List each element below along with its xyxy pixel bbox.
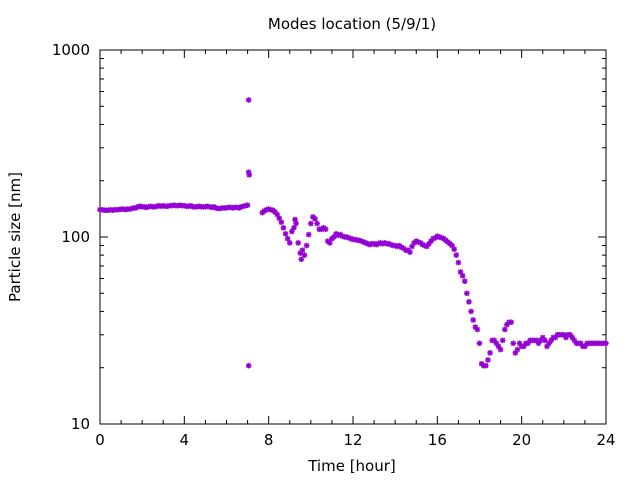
data-point	[476, 340, 483, 347]
data-point	[246, 172, 253, 178]
x-axis-label: Time [hour]	[307, 457, 396, 475]
data-point	[244, 202, 251, 208]
data-point	[485, 357, 491, 363]
data-point	[284, 235, 291, 242]
data-point	[514, 346, 521, 353]
data-point	[245, 97, 252, 103]
data-point	[497, 346, 504, 353]
data-point	[301, 252, 308, 258]
x-tick-label: 8	[264, 431, 274, 449]
data-point	[451, 246, 457, 253]
data-point	[298, 256, 305, 263]
x-tick-label: 12	[343, 431, 362, 449]
data-point	[314, 220, 320, 227]
data-points	[97, 97, 609, 369]
data-point	[453, 252, 460, 258]
data-point	[499, 337, 506, 344]
x-tick-label: 16	[428, 431, 447, 449]
data-point	[293, 220, 299, 227]
data-point	[295, 240, 301, 246]
x-tick-label: 4	[180, 431, 190, 449]
y-tick-label: 1000	[52, 41, 90, 59]
data-point	[455, 259, 462, 266]
data-point	[487, 350, 493, 356]
data-point	[495, 343, 502, 350]
data-point	[461, 278, 468, 285]
data-point	[286, 240, 293, 246]
data-point	[502, 326, 508, 333]
x-axis: 0 4 8 12 16 20 24	[95, 50, 616, 449]
data-point	[466, 299, 472, 305]
data-point	[299, 247, 306, 253]
data-point	[278, 219, 285, 225]
data-point	[548, 337, 554, 344]
data-point	[474, 326, 481, 333]
data-point	[282, 231, 289, 237]
x-tick-label: 0	[95, 431, 105, 449]
data-point	[308, 220, 314, 227]
data-point	[510, 340, 517, 347]
data-point	[468, 308, 474, 315]
data-point	[312, 216, 318, 222]
data-point	[449, 242, 455, 249]
data-point	[292, 216, 298, 223]
data-point	[470, 317, 476, 323]
data-point	[483, 362, 489, 369]
y-axis-label: Particle size [nm]	[6, 172, 24, 302]
data-point	[542, 337, 548, 344]
data-point	[508, 319, 514, 326]
data-point	[305, 231, 312, 238]
chart-title: Modes location (5/9/1)	[268, 15, 436, 33]
data-point	[276, 215, 283, 222]
data-point	[459, 273, 466, 279]
data-point	[464, 290, 470, 297]
y-axis: 10 100 1000	[52, 41, 606, 433]
data-point	[327, 240, 333, 246]
x-tick-label: 20	[512, 431, 531, 449]
data-point	[322, 226, 329, 233]
data-point	[407, 249, 413, 255]
x-tick-label: 24	[596, 431, 615, 449]
data-point	[603, 340, 609, 347]
y-tick-label: 10	[71, 415, 90, 433]
data-point	[571, 337, 578, 344]
y-tick-label: 100	[61, 228, 90, 246]
data-point	[280, 224, 287, 231]
data-point	[291, 224, 297, 231]
data-point	[245, 362, 252, 369]
data-point	[303, 242, 310, 249]
